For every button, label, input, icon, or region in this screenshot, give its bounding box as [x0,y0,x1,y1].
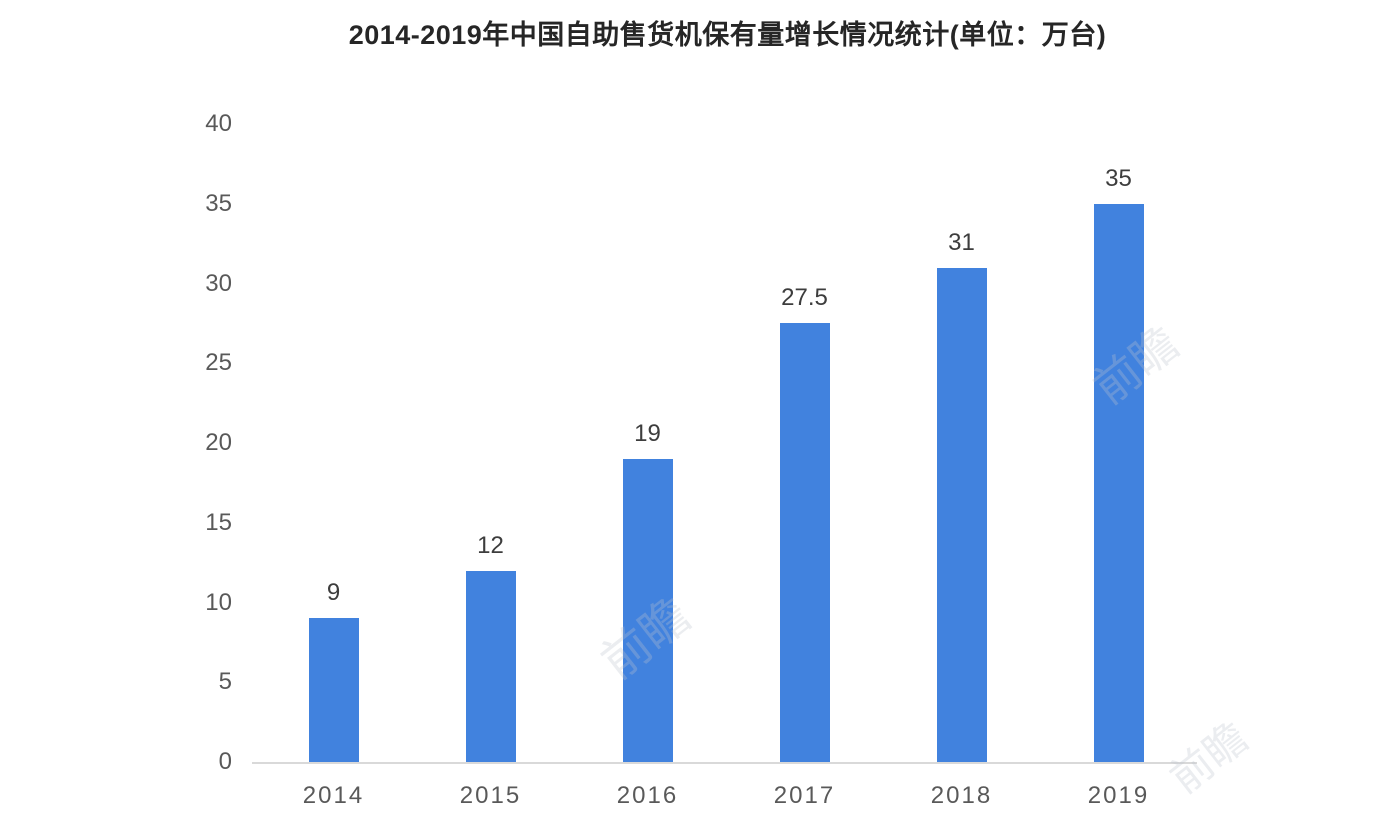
y-axis-tick-label: 30 [205,269,232,297]
bar-value-label: 9 [326,579,341,607]
bar-2018 [936,267,987,762]
y-axis-tick-label: 5 [218,668,232,696]
bar-2017 [779,323,830,762]
y-axis-tick-label: 0 [218,748,232,775]
x-axis-tick-label: 2016 [616,782,679,809]
x-axis-tick-label: 2018 [930,782,993,809]
bar-value-label: 27.5 [781,284,828,312]
bar-value-label: 19 [634,419,661,447]
x-axis-line [252,762,1197,764]
bar-2019 [1093,203,1144,762]
bar-value-label: 12 [477,531,504,559]
bar-2014 [308,618,359,762]
y-axis-tick-label: 20 [205,429,232,456]
chart-title: 2014-2019年中国自助售货机保有量增长情况统计(单位：万台) [348,20,1107,50]
x-axis-tick-label: 2019 [1087,782,1150,809]
bar-2015 [465,570,516,762]
bar-value-label: 31 [948,228,975,256]
x-axis-tick-label: 2014 [302,782,365,809]
bar-value-label: 35 [1105,164,1132,192]
bar-2016 [622,458,673,762]
y-axis-tick-label: 35 [205,189,232,217]
x-axis-tick-label: 2015 [459,782,522,809]
y-axis-tick-label: 40 [205,110,232,137]
y-axis-tick-label: 15 [205,508,232,536]
x-axis-tick-label: 2017 [773,782,836,809]
y-axis-tick-label: 10 [205,588,232,616]
y-axis-tick-label: 25 [205,349,232,377]
